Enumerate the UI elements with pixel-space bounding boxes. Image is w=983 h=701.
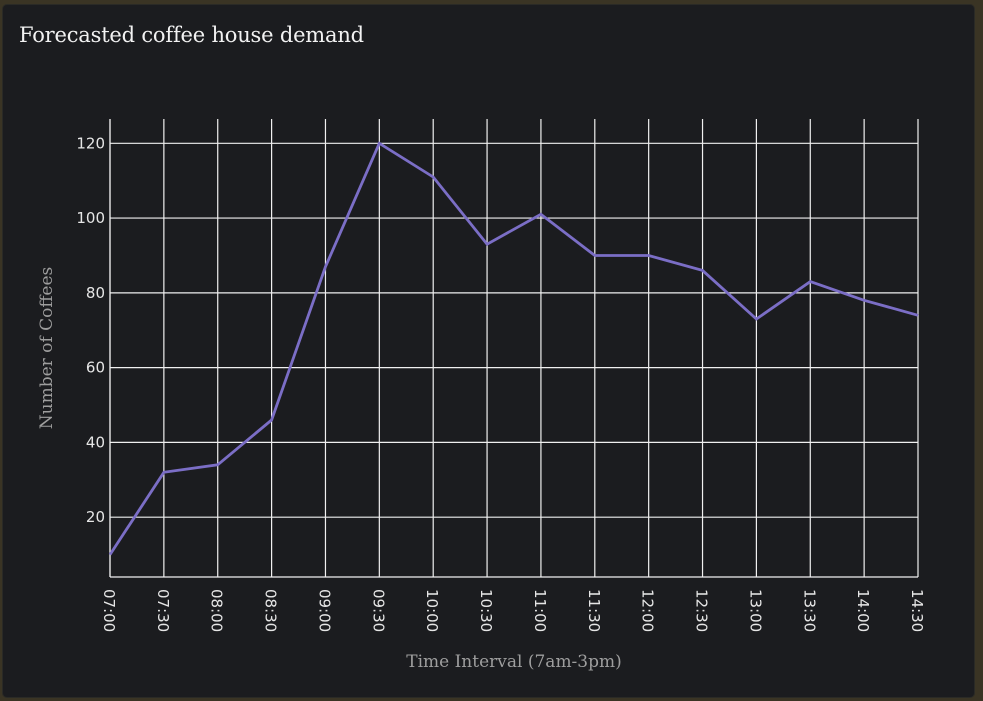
x-tick-label: 09:30 [369, 589, 387, 632]
x-tick-label: 10:30 [477, 589, 495, 632]
chart-panel: Forecasted coffee house demand [3, 5, 974, 697]
series-line [108, 141, 919, 556]
x-tick-labels: 07:00 07:30 08:00 08:30 09:00 09:30 10:00 10:30… [100, 589, 926, 632]
y-tick-label: 60 [86, 359, 105, 377]
x-tick-label: 07:00 [100, 589, 118, 632]
y-tick-label: 20 [86, 508, 105, 526]
x-tick-label: 12:30 [693, 589, 711, 632]
y-tick-label: 80 [86, 284, 105, 302]
y-tick-label: 120 [76, 134, 105, 152]
y-tick-labels: 20 40 60 80 100 120 [76, 134, 105, 526]
series-lines [108, 141, 919, 556]
chart-title: Forecasted coffee house demand [19, 23, 364, 47]
x-tick-label: 11:00 [531, 589, 549, 632]
x-tick-label: 08:00 [208, 589, 226, 632]
axes [109, 119, 918, 578]
x-tick-label: 14:00 [854, 589, 872, 632]
x-tick-label: 12:00 [639, 589, 657, 632]
x-tick-label: 10:00 [423, 589, 441, 632]
y-axis-title: Number of Coffees [37, 267, 57, 430]
x-tick-label: 08:30 [262, 589, 280, 632]
x-axis-title: Time Interval (7am-3pm) [406, 652, 622, 672]
horizontal-gridlines [110, 142, 918, 518]
y-tick-label: 100 [76, 209, 105, 227]
y-tick-label: 40 [86, 433, 105, 451]
vertical-gridlines [109, 119, 919, 577]
x-tick-label: 13:30 [800, 589, 818, 632]
x-tick-label: 09:00 [315, 589, 333, 632]
x-tick-label: 13:00 [746, 589, 764, 632]
x-tick-label: 11:30 [585, 589, 603, 632]
x-tick-label: 07:30 [154, 589, 172, 632]
x-tick-label: 14:30 [908, 589, 926, 632]
